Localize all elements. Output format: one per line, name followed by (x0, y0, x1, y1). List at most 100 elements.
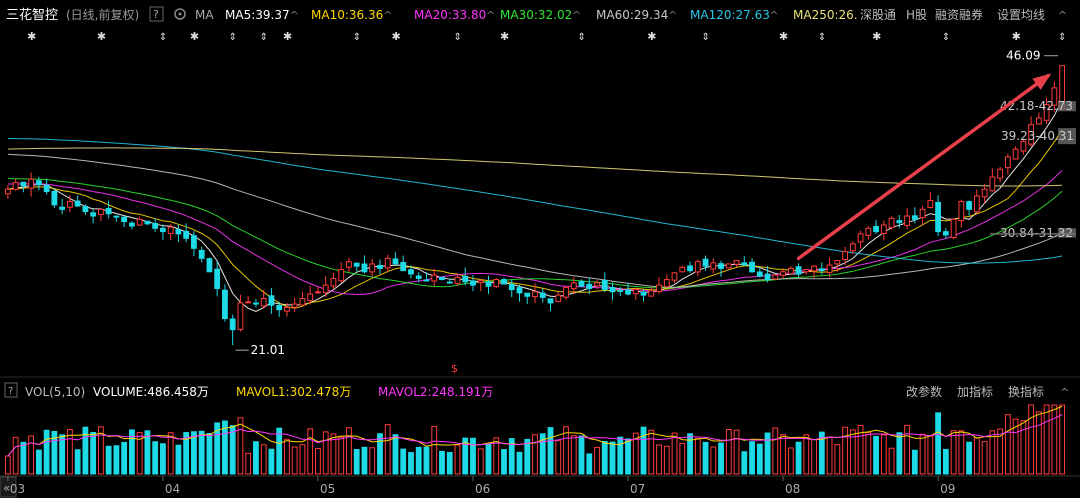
volume-help-box[interactable] (4, 382, 18, 398)
arrow-marker-icon[interactable]: ⇕ (578, 32, 586, 43)
candle (299, 291, 306, 306)
ma-caret-icon[interactable]: ^ (383, 9, 392, 22)
volume-help-icon[interactable]: ? (8, 386, 13, 397)
arrow-marker-icon[interactable]: ⇕ (453, 32, 461, 43)
candle (330, 272, 337, 289)
candle-body (563, 286, 569, 298)
volume-bar (989, 430, 996, 475)
volume-bar (818, 431, 825, 475)
candle (446, 278, 453, 284)
candle-body (834, 260, 841, 265)
ma-item-0[interactable]: MA5:39.37 (225, 8, 290, 22)
candle (260, 289, 267, 309)
candle-body (284, 306, 290, 312)
x-tick-label-04: 04 (165, 482, 180, 496)
ma-item-2[interactable]: MA20:33.80 (414, 8, 486, 22)
candle (400, 255, 407, 272)
candle (1035, 112, 1042, 125)
vol-caret-icon[interactable]: ^ (1060, 386, 1069, 399)
candle-body (524, 292, 531, 297)
ma-item-4[interactable]: MA60:29.34 (596, 8, 668, 22)
volume-bar (563, 426, 569, 475)
volume-bar (741, 451, 748, 475)
arrow-marker-icon[interactable]: ⇕ (353, 32, 361, 43)
arrow-marker-icon[interactable]: ⇕ (159, 32, 167, 43)
candle-body (20, 181, 27, 187)
candle (1012, 146, 1019, 160)
menu-item-3[interactable]: 设置均线 (997, 8, 1045, 22)
volume-bar (609, 441, 616, 475)
arrow-marker-icon[interactable]: ⇕ (1058, 32, 1066, 43)
candle-body (377, 264, 383, 269)
arrow-marker-icon[interactable]: ⇕ (702, 32, 710, 43)
menu-item-1[interactable]: H股 (906, 8, 927, 22)
candle (547, 298, 554, 312)
candle-body (904, 215, 910, 226)
volume-bar (625, 438, 631, 475)
volume-bar (400, 448, 407, 475)
star-marker-icon[interactable]: ✱ (647, 30, 656, 43)
help-icon[interactable]: ? (153, 8, 159, 21)
ma-caret-icon[interactable]: ^ (572, 9, 581, 22)
candle-body (656, 284, 662, 292)
candle-body (803, 269, 810, 273)
stock-name[interactable]: 三花智控 (6, 7, 58, 23)
candle-body (1028, 124, 1035, 145)
candle-body (1004, 156, 1011, 169)
candle-body (625, 289, 631, 295)
volume-bar (369, 447, 376, 475)
candle-body (408, 269, 414, 275)
star-marker-icon[interactable]: ✱ (391, 30, 400, 43)
candle (989, 168, 996, 192)
star-marker-icon[interactable]: ✱ (283, 30, 292, 43)
menu-caret-icon[interactable]: ^ (1058, 9, 1067, 22)
star-marker-icon[interactable]: ✱ (779, 30, 788, 43)
volume-bar (485, 443, 492, 475)
ma-item-5[interactable]: MA120:27.63 (690, 8, 770, 22)
menu-item-0[interactable]: 深股通 (860, 8, 896, 22)
volume-bar (857, 424, 864, 475)
gear-icon[interactable] (174, 8, 186, 20)
vol-button-0[interactable]: 改参数 (906, 384, 942, 399)
nav-left-icon[interactable]: « (3, 481, 10, 495)
arrow-marker-icon[interactable]: ⇕ (942, 32, 950, 43)
star-marker-icon[interactable]: ✱ (27, 30, 36, 43)
star-marker-icon[interactable]: ✱ (1012, 30, 1021, 43)
vol-button-1[interactable]: 加指标 (957, 384, 993, 399)
star-marker-icon[interactable]: ✱ (97, 30, 106, 43)
candle-body (741, 262, 748, 266)
candle-body (485, 281, 492, 287)
arrow-marker-icon[interactable]: ⇕ (818, 32, 826, 43)
ma-item-6[interactable]: MA250:26. (793, 8, 858, 22)
candle (1043, 97, 1050, 125)
volume-bar (1059, 404, 1066, 475)
ma-item-1[interactable]: MA10:36.36 (311, 8, 383, 22)
vol-button-2[interactable]: 换指标 (1008, 384, 1044, 399)
candle-body (315, 291, 321, 294)
candle (276, 301, 283, 317)
candle-body (756, 271, 763, 277)
range-box (1058, 101, 1076, 112)
ma-item-3[interactable]: MA30:32.02 (500, 8, 572, 22)
ma-caret-icon[interactable]: ^ (290, 9, 299, 22)
menu-item-2[interactable]: 融资融券 (935, 7, 983, 22)
help-box[interactable] (149, 6, 164, 22)
candle-body (198, 249, 205, 259)
mode-label[interactable]: (日线,前复权) (66, 7, 139, 22)
star-marker-icon[interactable]: ✱ (190, 30, 199, 43)
star-marker-icon[interactable]: ✱ (872, 30, 881, 43)
arrow-marker-icon[interactable]: ⇕ (229, 32, 237, 43)
ma-caret-icon[interactable]: ^ (668, 9, 677, 22)
candle-body (369, 263, 376, 273)
arrow-marker-icon[interactable]: ⇕ (260, 32, 268, 43)
candle (849, 241, 856, 254)
volume-bar (12, 436, 19, 475)
star-marker-icon[interactable]: ✱ (500, 30, 509, 43)
ma-caret-icon[interactable]: ^ (769, 9, 778, 22)
volume-bar (725, 429, 732, 475)
volume-bar (493, 437, 500, 475)
candle-body (160, 227, 166, 233)
volume-bar (539, 433, 546, 475)
ma-caret-icon[interactable]: ^ (486, 9, 495, 22)
